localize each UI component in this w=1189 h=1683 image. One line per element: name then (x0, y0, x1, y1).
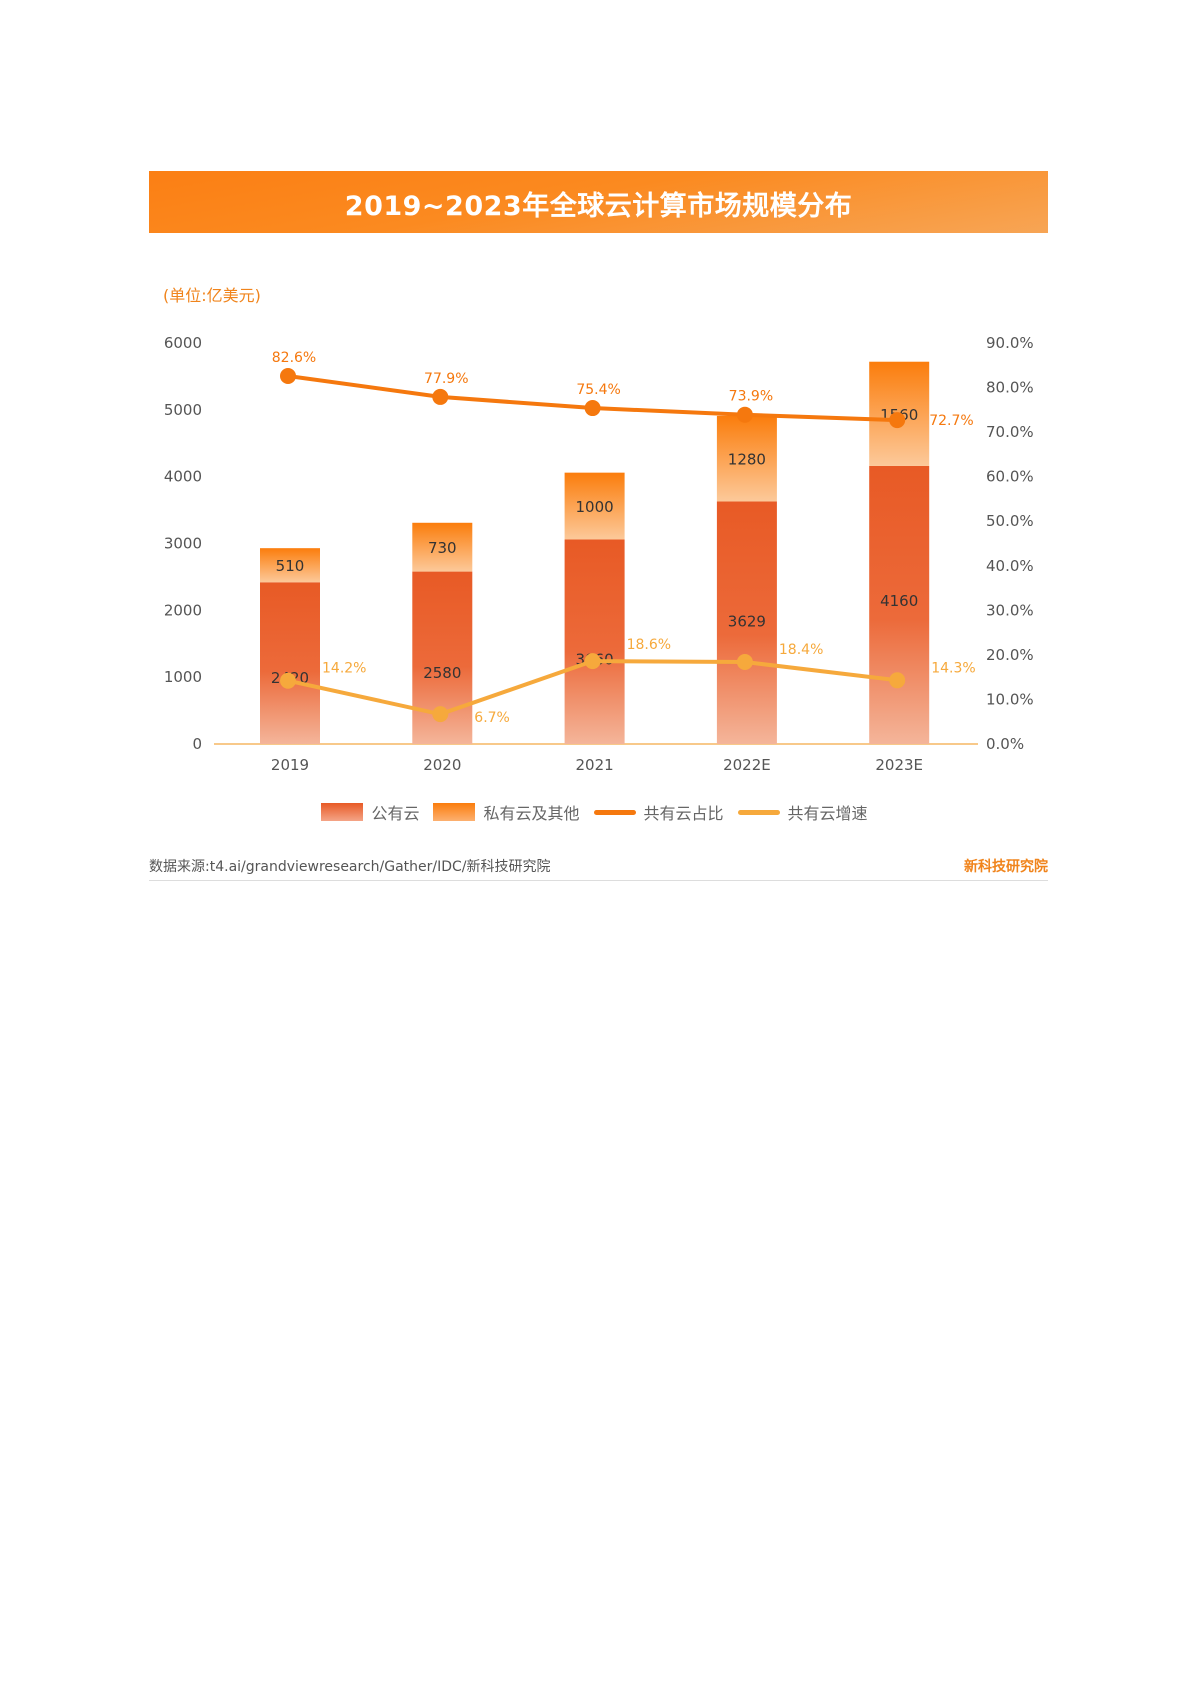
y-tick-label: 0 (192, 735, 202, 753)
y-tick-label: 1000 (164, 668, 202, 686)
share-label: 77.9% (424, 371, 468, 387)
legend-swatch (433, 803, 476, 821)
unit-label: (单位:亿美元) (163, 286, 261, 305)
y2-tick-label: 50.0% (986, 512, 1034, 530)
y2-tick-label: 90.0% (986, 334, 1034, 352)
bar-private-cloud (564, 472, 625, 540)
y-tick-label: 2000 (164, 601, 202, 619)
x-tick-label: 2019 (271, 756, 309, 774)
y2-tick-label: 60.0% (986, 468, 1034, 486)
y2-tick-label: 0.0% (986, 735, 1024, 753)
y-tick-label: 4000 (164, 468, 202, 486)
y-tick-label: 6000 (164, 334, 202, 352)
bar-public-cloud (869, 465, 930, 744)
brand-label: 新科技研究院 (964, 859, 1048, 875)
bar-label-public: 3629 (728, 612, 766, 630)
legend-label: 共有云占比 (643, 804, 724, 823)
y2-tick-label: 20.0% (986, 646, 1034, 664)
bar-label-private: 730 (428, 539, 457, 557)
y2-tick-label: 40.0% (986, 557, 1034, 575)
bar-public-cloud (564, 539, 625, 744)
bar-private-cloud (716, 415, 777, 502)
legend-label: 私有云及其他 (483, 804, 580, 823)
bar-label-public: 2580 (423, 664, 461, 682)
y2-tick-label: 30.0% (986, 601, 1034, 619)
title-banner: 2019~2023年全球云计算市场规模分布 (149, 171, 1048, 233)
bar-label-public: 4160 (880, 592, 918, 610)
bar-private-cloud (412, 522, 473, 572)
growth-label: 14.3% (931, 660, 975, 676)
legend-swatch (737, 809, 780, 815)
bar-label-private: 1280 (728, 451, 766, 469)
x-tick-label: 2022E (723, 756, 771, 774)
bar-label-private: 510 (276, 557, 305, 575)
x-tick-label: 2023E (875, 756, 923, 774)
bar-public-cloud (716, 501, 777, 744)
share-label: 82.6% (272, 350, 316, 366)
growth-point (736, 654, 753, 671)
growth-label: 18.6% (627, 637, 671, 653)
x-tick-label: 2020 (423, 756, 461, 774)
share-point (584, 400, 601, 417)
chart-title: 2019~2023年全球云计算市场规模分布 (344, 191, 853, 222)
share-point (432, 388, 449, 405)
legend-swatch (321, 803, 364, 821)
bar-label-private: 1000 (576, 498, 614, 516)
share-label: 75.4% (576, 382, 620, 398)
legend-swatch (593, 809, 636, 815)
legend: 公有云 私有云及其他 共有云占比 共有云增速 (0, 800, 1189, 824)
growth-point (432, 706, 449, 723)
y-tick-label: 3000 (164, 535, 202, 553)
share-point (280, 367, 296, 384)
share-label: 73.9% (729, 389, 773, 405)
share-label: 72.7% (929, 413, 973, 429)
y2-tick-label: 80.0% (986, 379, 1034, 397)
legend-label: 共有云增速 (787, 804, 868, 823)
bar-private-cloud (260, 548, 320, 583)
legend-item: 私有云及其他 (433, 800, 580, 824)
y2-tick-label: 10.0% (986, 690, 1034, 708)
legend-label: 公有云 (371, 804, 420, 823)
legend-item: 共有云增速 (737, 800, 868, 824)
share-point (736, 406, 753, 423)
y-tick-label: 5000 (164, 401, 202, 419)
legend-item: 公有云 (321, 800, 419, 824)
legend-item: 共有云占比 (593, 800, 724, 824)
divider (149, 880, 1048, 881)
growth-point (584, 653, 601, 670)
share-point (889, 412, 906, 429)
y2-tick-label: 70.0% (986, 423, 1034, 441)
growth-label: 18.4% (779, 642, 823, 658)
growth-point (280, 672, 296, 689)
bar-public-cloud (260, 582, 320, 744)
growth-label: 6.7% (474, 710, 510, 726)
growth-point (889, 672, 906, 689)
growth-label: 14.2% (322, 661, 366, 677)
x-tick-label: 2021 (576, 756, 614, 774)
data-source: 数据来源:t4.ai/grandviewresearch/Gather/IDC/… (149, 859, 551, 875)
chart-plot: 0 1000 2000 3000 4000 5000 6000 0.0% 10.0% 20.0% 3… (164, 334, 1034, 774)
